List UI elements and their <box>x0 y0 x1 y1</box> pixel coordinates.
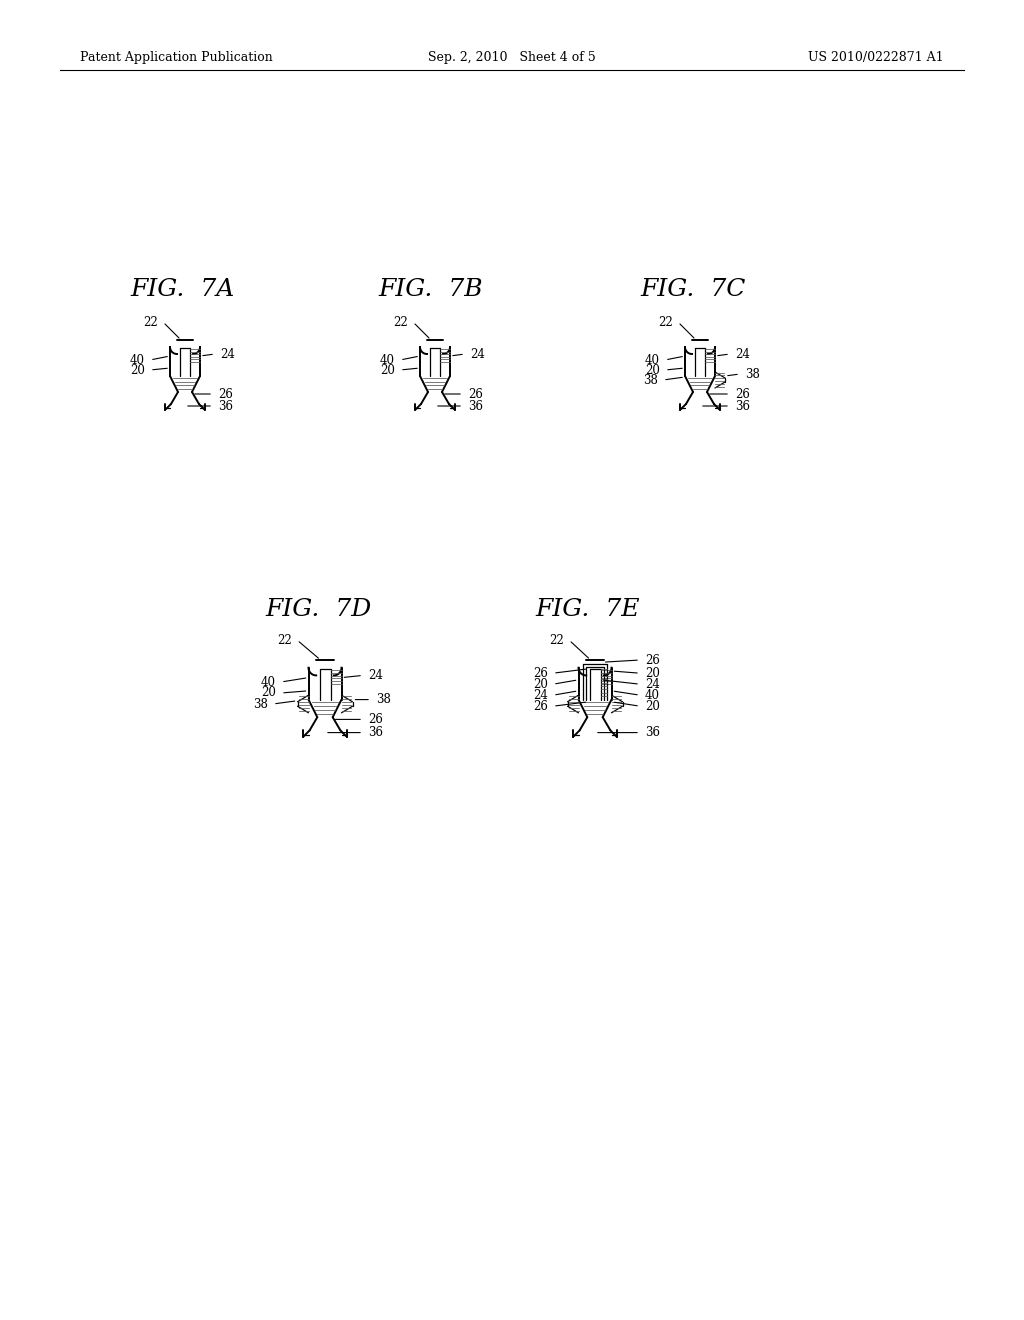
Text: 20: 20 <box>645 667 659 680</box>
Text: 24: 24 <box>534 689 548 702</box>
Text: 26: 26 <box>368 713 383 726</box>
Text: 26: 26 <box>534 667 548 680</box>
Text: FIG.  7B: FIG. 7B <box>378 279 482 301</box>
Text: 24: 24 <box>470 347 485 360</box>
Text: 20: 20 <box>261 686 276 700</box>
Text: 20: 20 <box>645 700 659 713</box>
Text: 22: 22 <box>278 634 292 647</box>
Text: Patent Application Publication: Patent Application Publication <box>80 51 272 65</box>
Text: 26: 26 <box>534 700 548 713</box>
Text: 38: 38 <box>643 374 658 387</box>
Text: 40: 40 <box>380 354 395 367</box>
Text: 36: 36 <box>735 400 750 412</box>
Text: 36: 36 <box>468 400 483 412</box>
Text: 20: 20 <box>645 363 660 376</box>
Text: 22: 22 <box>393 315 408 329</box>
Text: 26: 26 <box>645 653 659 667</box>
Text: 24: 24 <box>645 677 659 690</box>
Text: 22: 22 <box>658 315 673 329</box>
Text: 22: 22 <box>143 315 158 329</box>
Text: 38: 38 <box>376 693 391 706</box>
Text: FIG.  7D: FIG. 7D <box>265 598 372 622</box>
Text: US 2010/0222871 A1: US 2010/0222871 A1 <box>808 51 944 65</box>
Text: 40: 40 <box>130 354 145 367</box>
Text: 20: 20 <box>534 677 548 690</box>
Text: 26: 26 <box>468 388 483 400</box>
Text: 22: 22 <box>549 634 564 647</box>
Text: 26: 26 <box>735 388 750 400</box>
Text: 38: 38 <box>745 367 760 380</box>
Text: 24: 24 <box>220 347 234 360</box>
Text: 36: 36 <box>645 726 660 739</box>
Text: 20: 20 <box>380 363 395 376</box>
Text: 40: 40 <box>261 676 276 689</box>
Text: 26: 26 <box>218 388 232 400</box>
Text: Sep. 2, 2010   Sheet 4 of 5: Sep. 2, 2010 Sheet 4 of 5 <box>428 51 596 65</box>
Text: 36: 36 <box>218 400 233 412</box>
Text: 36: 36 <box>368 726 383 739</box>
Text: 38: 38 <box>253 697 268 710</box>
Text: FIG.  7E: FIG. 7E <box>535 598 640 622</box>
Text: 24: 24 <box>735 347 750 360</box>
Text: 40: 40 <box>645 689 660 702</box>
Text: FIG.  7C: FIG. 7C <box>640 279 745 301</box>
Text: 20: 20 <box>130 363 145 376</box>
Text: FIG.  7A: FIG. 7A <box>130 279 234 301</box>
Text: 40: 40 <box>645 354 660 367</box>
Text: 24: 24 <box>368 669 383 682</box>
